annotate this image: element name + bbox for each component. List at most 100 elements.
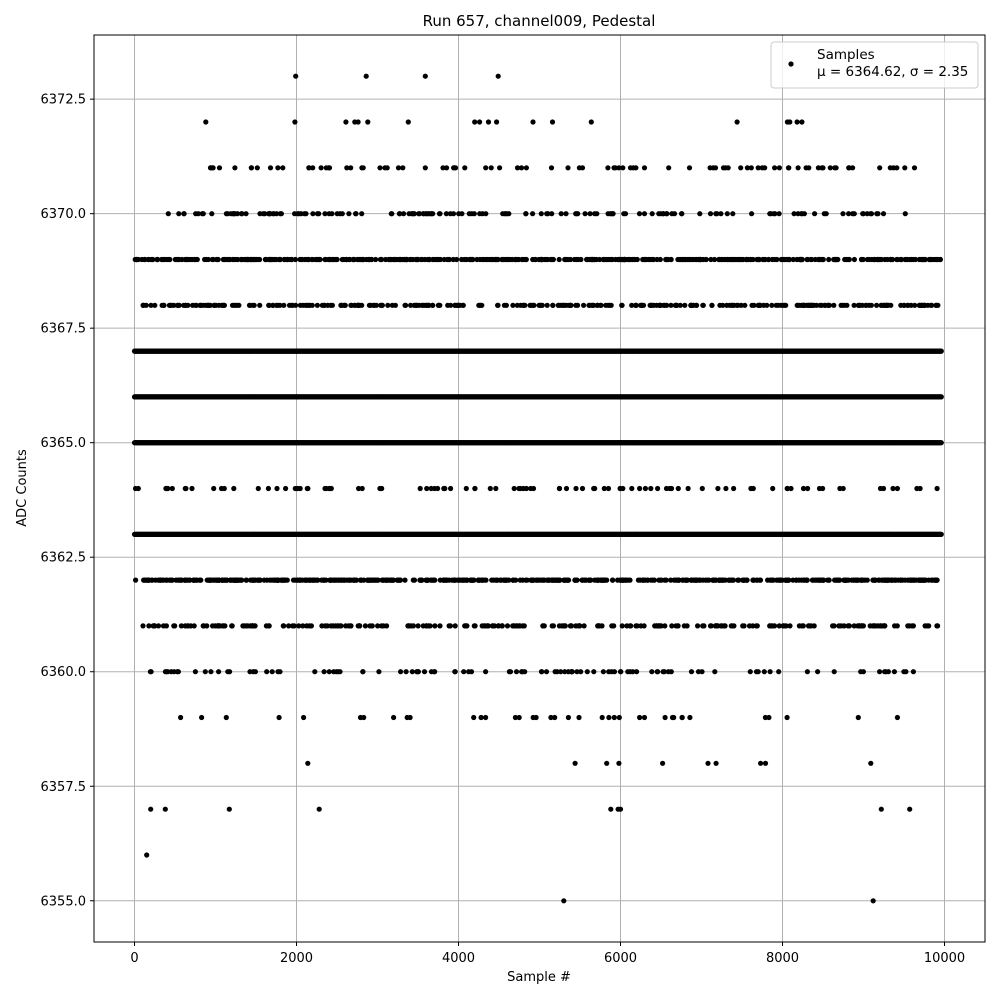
- data-point: [591, 669, 597, 675]
- data-point: [452, 669, 458, 675]
- data-point: [875, 623, 881, 629]
- data-point: [624, 577, 630, 583]
- data-point: [347, 623, 353, 629]
- data-point: [676, 577, 682, 583]
- data-point: [146, 623, 152, 629]
- data-point: [471, 623, 477, 629]
- data-point: [404, 714, 410, 721]
- data-point: [222, 577, 228, 583]
- data-point: [410, 577, 416, 583]
- data-point: [517, 485, 524, 492]
- data-point: [731, 485, 737, 492]
- data-point: [504, 623, 511, 629]
- data-point: [890, 485, 896, 492]
- data-point: [489, 577, 495, 583]
- data-point: [163, 485, 169, 492]
- data-point: [809, 577, 816, 583]
- data-point: [214, 577, 220, 583]
- data-point: [215, 623, 222, 629]
- data-point: [842, 577, 849, 583]
- data-point: [610, 577, 616, 583]
- data-point: [221, 485, 227, 492]
- data-point: [563, 485, 570, 492]
- data-point: [926, 623, 932, 629]
- data-point: [629, 485, 635, 492]
- data-point: [648, 577, 654, 583]
- data-point: [277, 669, 283, 675]
- data-point: [167, 577, 173, 583]
- data-point: [516, 714, 522, 721]
- data-point: [619, 577, 625, 583]
- data-point: [699, 669, 705, 675]
- data-point: [922, 623, 928, 629]
- data-point: [805, 485, 811, 492]
- data-point: [163, 669, 169, 675]
- data-point: [722, 623, 728, 629]
- data-point: [229, 623, 235, 629]
- data-point: [322, 623, 328, 629]
- data-point: [872, 577, 878, 583]
- data-point: [568, 623, 574, 629]
- data-point: [183, 485, 189, 492]
- data-point: [346, 577, 352, 583]
- data-point: [402, 577, 408, 583]
- data-point: [905, 623, 911, 629]
- data-point: [257, 577, 263, 583]
- data-point: [304, 623, 310, 629]
- data-point: [494, 577, 500, 583]
- data-point: [398, 669, 404, 675]
- data-point: [867, 623, 873, 629]
- data-point: [796, 577, 802, 583]
- data-point: [830, 623, 836, 629]
- data-point: [356, 623, 362, 629]
- data-point: [231, 485, 237, 492]
- data-point: [630, 669, 636, 675]
- data-point: [361, 714, 367, 721]
- data-point: [902, 577, 908, 583]
- data-point: [471, 714, 477, 721]
- data-point: [592, 577, 598, 583]
- data-point: [682, 577, 688, 583]
- data-point: [384, 623, 390, 629]
- data-point: [294, 577, 300, 583]
- data-point: [483, 577, 489, 583]
- data-point: [715, 485, 721, 492]
- data-point: [654, 669, 660, 675]
- data-point: [685, 485, 691, 492]
- data-point: [420, 623, 426, 629]
- data-point: [483, 669, 489, 675]
- data-point: [817, 577, 823, 583]
- data-point: [266, 623, 272, 629]
- data-point: [321, 669, 327, 675]
- data-point: [312, 669, 318, 675]
- data-point: [649, 669, 655, 675]
- data-points: [131, 73, 944, 904]
- data-point: [933, 577, 939, 583]
- data-point: [565, 714, 572, 721]
- data-point: [406, 623, 412, 629]
- data-point: [227, 577, 233, 583]
- data-point: [892, 577, 898, 583]
- data-point: [385, 577, 391, 583]
- data-point: [573, 577, 579, 583]
- data-point: [265, 485, 271, 492]
- data-point: [396, 577, 402, 583]
- data-point: [204, 623, 210, 629]
- data-point: [911, 577, 917, 583]
- data-point: [496, 623, 502, 629]
- data-point: [425, 577, 431, 583]
- data-point: [652, 623, 658, 629]
- data-point: [723, 485, 729, 492]
- data-point: [616, 714, 622, 721]
- data-point: [894, 714, 901, 721]
- data-point: [638, 623, 644, 629]
- data-point: [859, 623, 865, 629]
- data-point: [693, 577, 699, 583]
- data-point: [369, 577, 375, 583]
- data-point: [331, 669, 337, 675]
- data-point: [837, 485, 843, 492]
- data-point: [903, 669, 909, 675]
- data-point: [306, 577, 312, 583]
- data-point: [800, 485, 807, 492]
